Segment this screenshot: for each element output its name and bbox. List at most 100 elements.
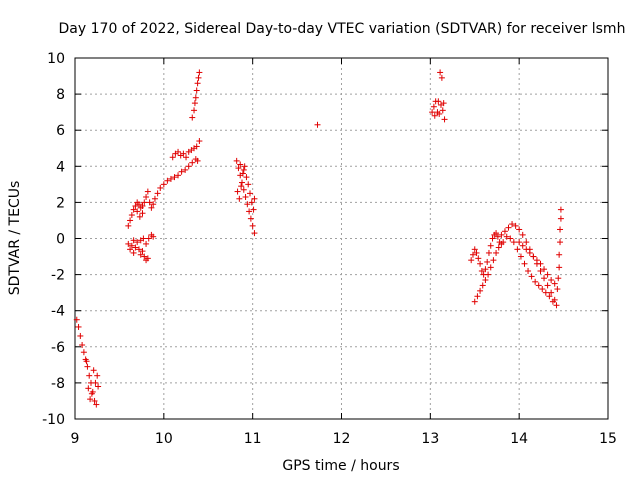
data-point <box>551 280 558 287</box>
data-point <box>157 184 164 191</box>
data-point <box>544 271 551 278</box>
data-point <box>194 80 201 87</box>
data-point <box>477 287 484 294</box>
data-point <box>525 267 532 274</box>
x-tick-label: 15 <box>599 431 617 447</box>
data-point <box>519 242 526 249</box>
data-point <box>539 286 546 293</box>
data-point <box>84 363 91 370</box>
data-point <box>548 277 555 284</box>
data-point <box>125 240 132 247</box>
data-point <box>521 260 528 267</box>
data-point <box>469 251 476 258</box>
data-point <box>167 175 174 182</box>
data-point <box>548 289 555 296</box>
data-point <box>189 159 196 166</box>
data-point <box>154 190 161 197</box>
data-point <box>468 257 475 264</box>
data-point <box>541 266 548 273</box>
data-point <box>510 239 517 246</box>
data-point <box>194 157 201 164</box>
data-point <box>141 199 148 206</box>
data-point <box>533 257 540 264</box>
data-point <box>500 239 507 246</box>
data-point <box>482 266 489 273</box>
data-point <box>556 251 563 258</box>
data-point <box>85 385 92 392</box>
data-point <box>236 195 243 202</box>
data-point <box>93 401 100 408</box>
data-point <box>80 349 87 356</box>
data-point <box>132 203 139 210</box>
data-point <box>171 174 178 181</box>
data-point <box>135 201 142 208</box>
data-point <box>196 69 203 76</box>
data-point <box>471 246 478 253</box>
data-point <box>139 248 146 255</box>
data-point <box>79 341 86 348</box>
data-point <box>148 204 155 211</box>
data-point <box>441 116 448 123</box>
data-point <box>193 143 200 150</box>
y-axis-label: SDTVAR / TECUs <box>7 181 23 296</box>
data-point <box>523 239 530 246</box>
data-point <box>485 249 492 256</box>
data-point <box>175 172 182 179</box>
data-point <box>248 199 255 206</box>
data-point <box>125 222 132 229</box>
data-point <box>185 163 192 170</box>
data-point <box>128 242 135 249</box>
data-point <box>191 107 198 114</box>
data-point <box>92 379 99 386</box>
data-point <box>150 201 157 208</box>
data-point <box>144 188 151 195</box>
data-point <box>484 258 491 265</box>
data-point <box>490 257 497 264</box>
data-point <box>430 103 437 110</box>
data-point <box>175 148 182 155</box>
data-point <box>507 235 514 242</box>
data-point <box>144 255 151 262</box>
data-point <box>88 390 95 397</box>
data-point <box>429 109 436 116</box>
data-point <box>439 107 446 114</box>
data-point <box>169 154 176 161</box>
data-point <box>150 233 157 240</box>
data-point <box>243 174 250 181</box>
data-point <box>516 239 523 246</box>
data-point <box>247 215 254 222</box>
data-point <box>134 239 141 246</box>
grid-lines <box>75 58 608 419</box>
data-point <box>517 253 524 260</box>
data-point <box>247 190 254 197</box>
data-point <box>544 282 551 289</box>
data-point <box>135 246 142 253</box>
data-point <box>83 358 90 365</box>
data-point <box>314 121 321 128</box>
data-point <box>90 367 97 374</box>
y-tick-label: 0 <box>56 232 65 248</box>
data-point <box>471 298 478 305</box>
data-point <box>241 163 248 170</box>
data-point <box>537 267 544 274</box>
data-point <box>436 110 443 117</box>
x-tick-label: 14 <box>510 431 528 447</box>
data-point <box>509 221 516 228</box>
data-point <box>136 213 143 220</box>
data-point <box>557 215 564 222</box>
data-point <box>195 74 202 81</box>
data-point <box>139 203 146 210</box>
data-point <box>94 372 101 379</box>
data-point <box>437 69 444 76</box>
data-point <box>557 226 564 233</box>
data-point <box>237 161 244 168</box>
data-point <box>182 166 189 173</box>
data-point <box>523 246 530 253</box>
x-tick-label: 9 <box>71 431 80 447</box>
data-point <box>73 316 80 323</box>
data-point <box>234 188 241 195</box>
data-point <box>535 282 542 289</box>
data-point <box>244 201 251 208</box>
plot-frame <box>74 57 609 420</box>
x-tick-label: 10 <box>155 431 173 447</box>
